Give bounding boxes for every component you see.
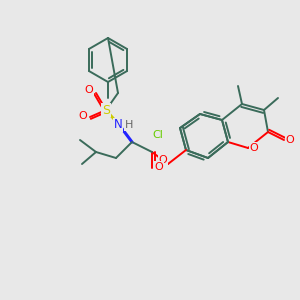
Text: N: N [114, 118, 122, 131]
Text: O: O [286, 135, 294, 145]
Text: O: O [154, 162, 164, 172]
Text: O: O [79, 111, 87, 121]
Text: O: O [85, 85, 93, 95]
Text: O: O [159, 155, 167, 165]
Text: Cl: Cl [153, 130, 164, 140]
Text: S: S [102, 103, 110, 116]
Text: O: O [250, 143, 258, 153]
Text: H: H [125, 120, 133, 130]
